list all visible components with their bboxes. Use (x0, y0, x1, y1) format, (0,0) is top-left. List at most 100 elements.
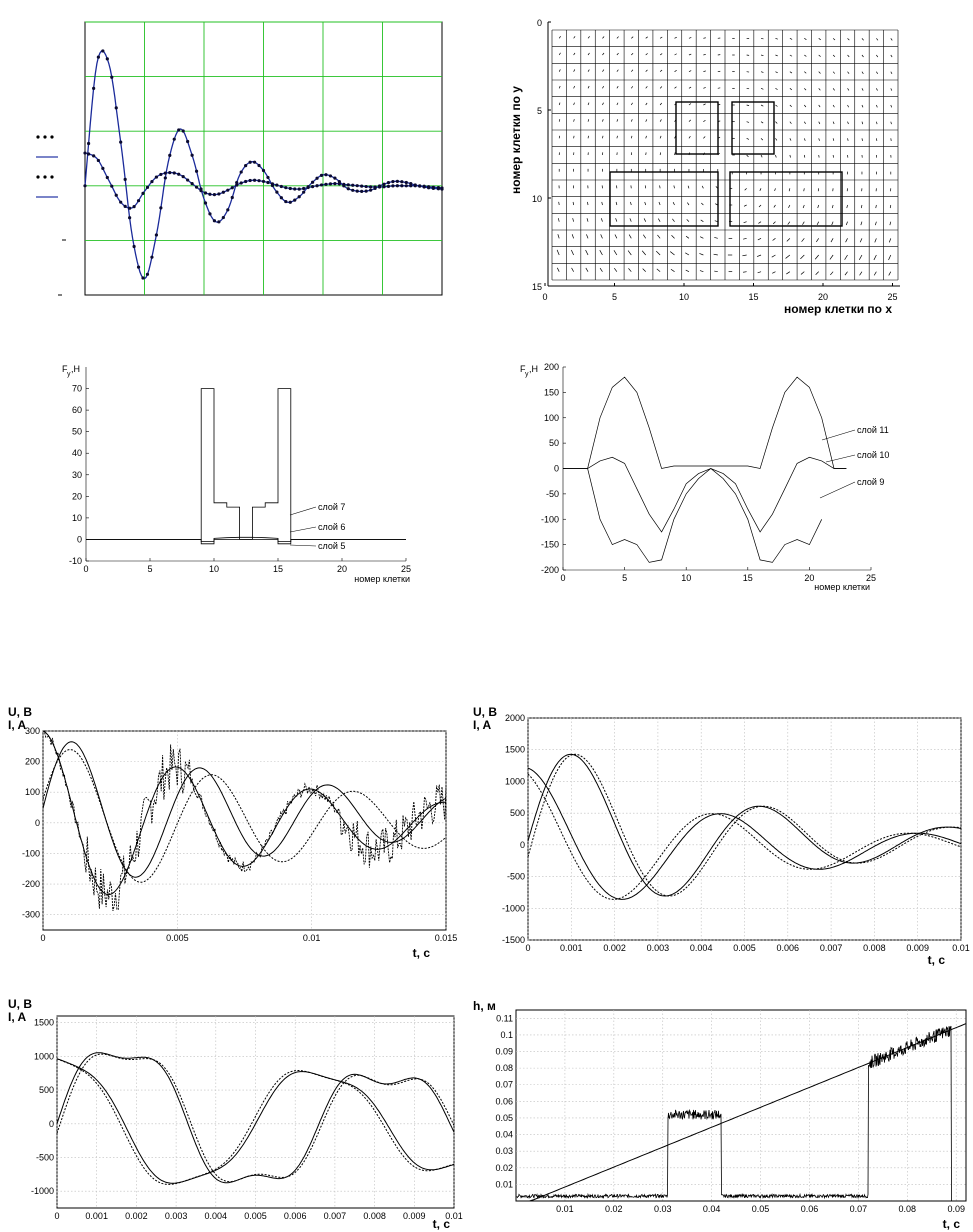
field-arrow (615, 201, 618, 206)
field-arrow (802, 204, 805, 209)
y-tick-label: 0.04 (495, 1130, 513, 1140)
field-arrow (876, 38, 879, 41)
field-arrow (656, 268, 661, 272)
series-point (319, 173, 324, 177)
field-arrow (644, 201, 647, 206)
field-arrow (616, 69, 619, 72)
field-arrow (630, 201, 632, 206)
field-arrow (558, 201, 560, 206)
series-point (297, 187, 301, 191)
conductor-block (609, 171, 719, 227)
field-arrow (789, 121, 792, 124)
x-tick-label: 0.01 (303, 933, 321, 943)
series-point (386, 184, 391, 188)
field-arrow (789, 54, 793, 57)
y-tick-label: -500 (36, 1152, 54, 1162)
y-axis-label-sub: y (67, 371, 71, 378)
chart-5-voltage-current-a: 0 0.005 0.01 0.015 -300 -200 -100 0 100 200 300 U, … (8, 705, 457, 960)
field-arrow (772, 238, 776, 241)
series-point (221, 215, 225, 220)
series-point (351, 183, 355, 187)
field-arrow (714, 270, 718, 273)
field-arrow (844, 271, 848, 276)
field-arrow (818, 104, 821, 108)
field-arrow (642, 268, 646, 272)
series-point (181, 129, 185, 133)
series-point (168, 171, 172, 175)
series-point (324, 173, 328, 177)
field-arrow (587, 52, 590, 56)
field-arrow (572, 218, 574, 222)
y-tick-label: 0.08 (495, 1063, 513, 1073)
series-point (275, 183, 279, 187)
x-tick-label: 15 (273, 564, 283, 574)
y-tick-label: -1500 (502, 935, 525, 945)
field-arrow (831, 221, 834, 226)
chart-1-oscillation (36, 21, 444, 296)
y-tick-label: 0.06 (495, 1096, 513, 1106)
series-line (527, 753, 962, 897)
field-arrow (674, 119, 677, 122)
y-tick-label: -200 (22, 879, 40, 889)
field-arrow (674, 102, 677, 106)
series-point (395, 179, 399, 183)
field-arrow (789, 138, 792, 141)
series-line (42, 730, 447, 912)
field-arrow (847, 104, 849, 108)
series-point (208, 192, 212, 196)
field-arrow (688, 37, 692, 39)
series-point (369, 188, 373, 192)
field-arrow (557, 218, 560, 222)
x-tick-label: 0.03 (654, 1204, 672, 1214)
y-tick-label: 0.09 (495, 1047, 513, 1057)
field-arrow (586, 234, 589, 239)
field-arrow (801, 238, 805, 242)
field-arrow (688, 53, 692, 56)
field-arrow (674, 86, 677, 89)
field-arrow (818, 54, 821, 57)
series-point (342, 182, 346, 186)
field-arrow (757, 271, 762, 274)
x-tick-label: 0 (83, 564, 88, 574)
field-arrow (671, 235, 675, 239)
field-arrow (657, 234, 661, 239)
field-arrow (715, 203, 718, 206)
x-axis-label: номер клетки (814, 582, 870, 592)
x-tick-label: 0.09 (947, 1204, 965, 1214)
x-tick-label: 0.004 (690, 943, 713, 953)
series-point (159, 172, 163, 177)
y-tick-label: 200 (25, 757, 40, 767)
field-arrow (789, 88, 793, 91)
field-arrow (558, 52, 561, 56)
series-point (248, 160, 252, 164)
field-arrow (688, 136, 691, 139)
chart-2-vector-field: 0 5 10 15 20 25 0 5 10 15 номер клетки по x номер к… (509, 18, 900, 316)
y-tick-label: 50 (549, 438, 559, 448)
x-tick-label: 0.001 (560, 943, 583, 953)
series-point (400, 180, 404, 184)
field-arrow (818, 121, 821, 125)
series-point (364, 184, 368, 189)
series-line (587, 468, 823, 563)
legend-dot (36, 135, 40, 139)
field-arrow (628, 234, 632, 239)
x-tick-label: 25 (401, 564, 411, 574)
field-arrow (587, 119, 590, 122)
field-arrow (571, 267, 574, 272)
field-arrow (890, 54, 893, 58)
field-arrow (573, 102, 575, 106)
x-tick-label: 0 (525, 943, 530, 953)
field-arrow (803, 188, 805, 192)
field-arrow (760, 104, 764, 107)
field-arrow (789, 154, 791, 158)
y-tick-label: -500 (507, 872, 525, 882)
field-arrow (760, 71, 764, 73)
x-tick-label: 10 (681, 573, 691, 583)
y-tick-label: 500 (510, 808, 525, 818)
series-point (177, 128, 181, 132)
y-tick-label: -150 (541, 540, 559, 550)
series-label: слой 11 (857, 425, 889, 435)
field-arrow (645, 102, 648, 106)
field-arrow (556, 249, 560, 256)
field-arrow (558, 69, 561, 72)
